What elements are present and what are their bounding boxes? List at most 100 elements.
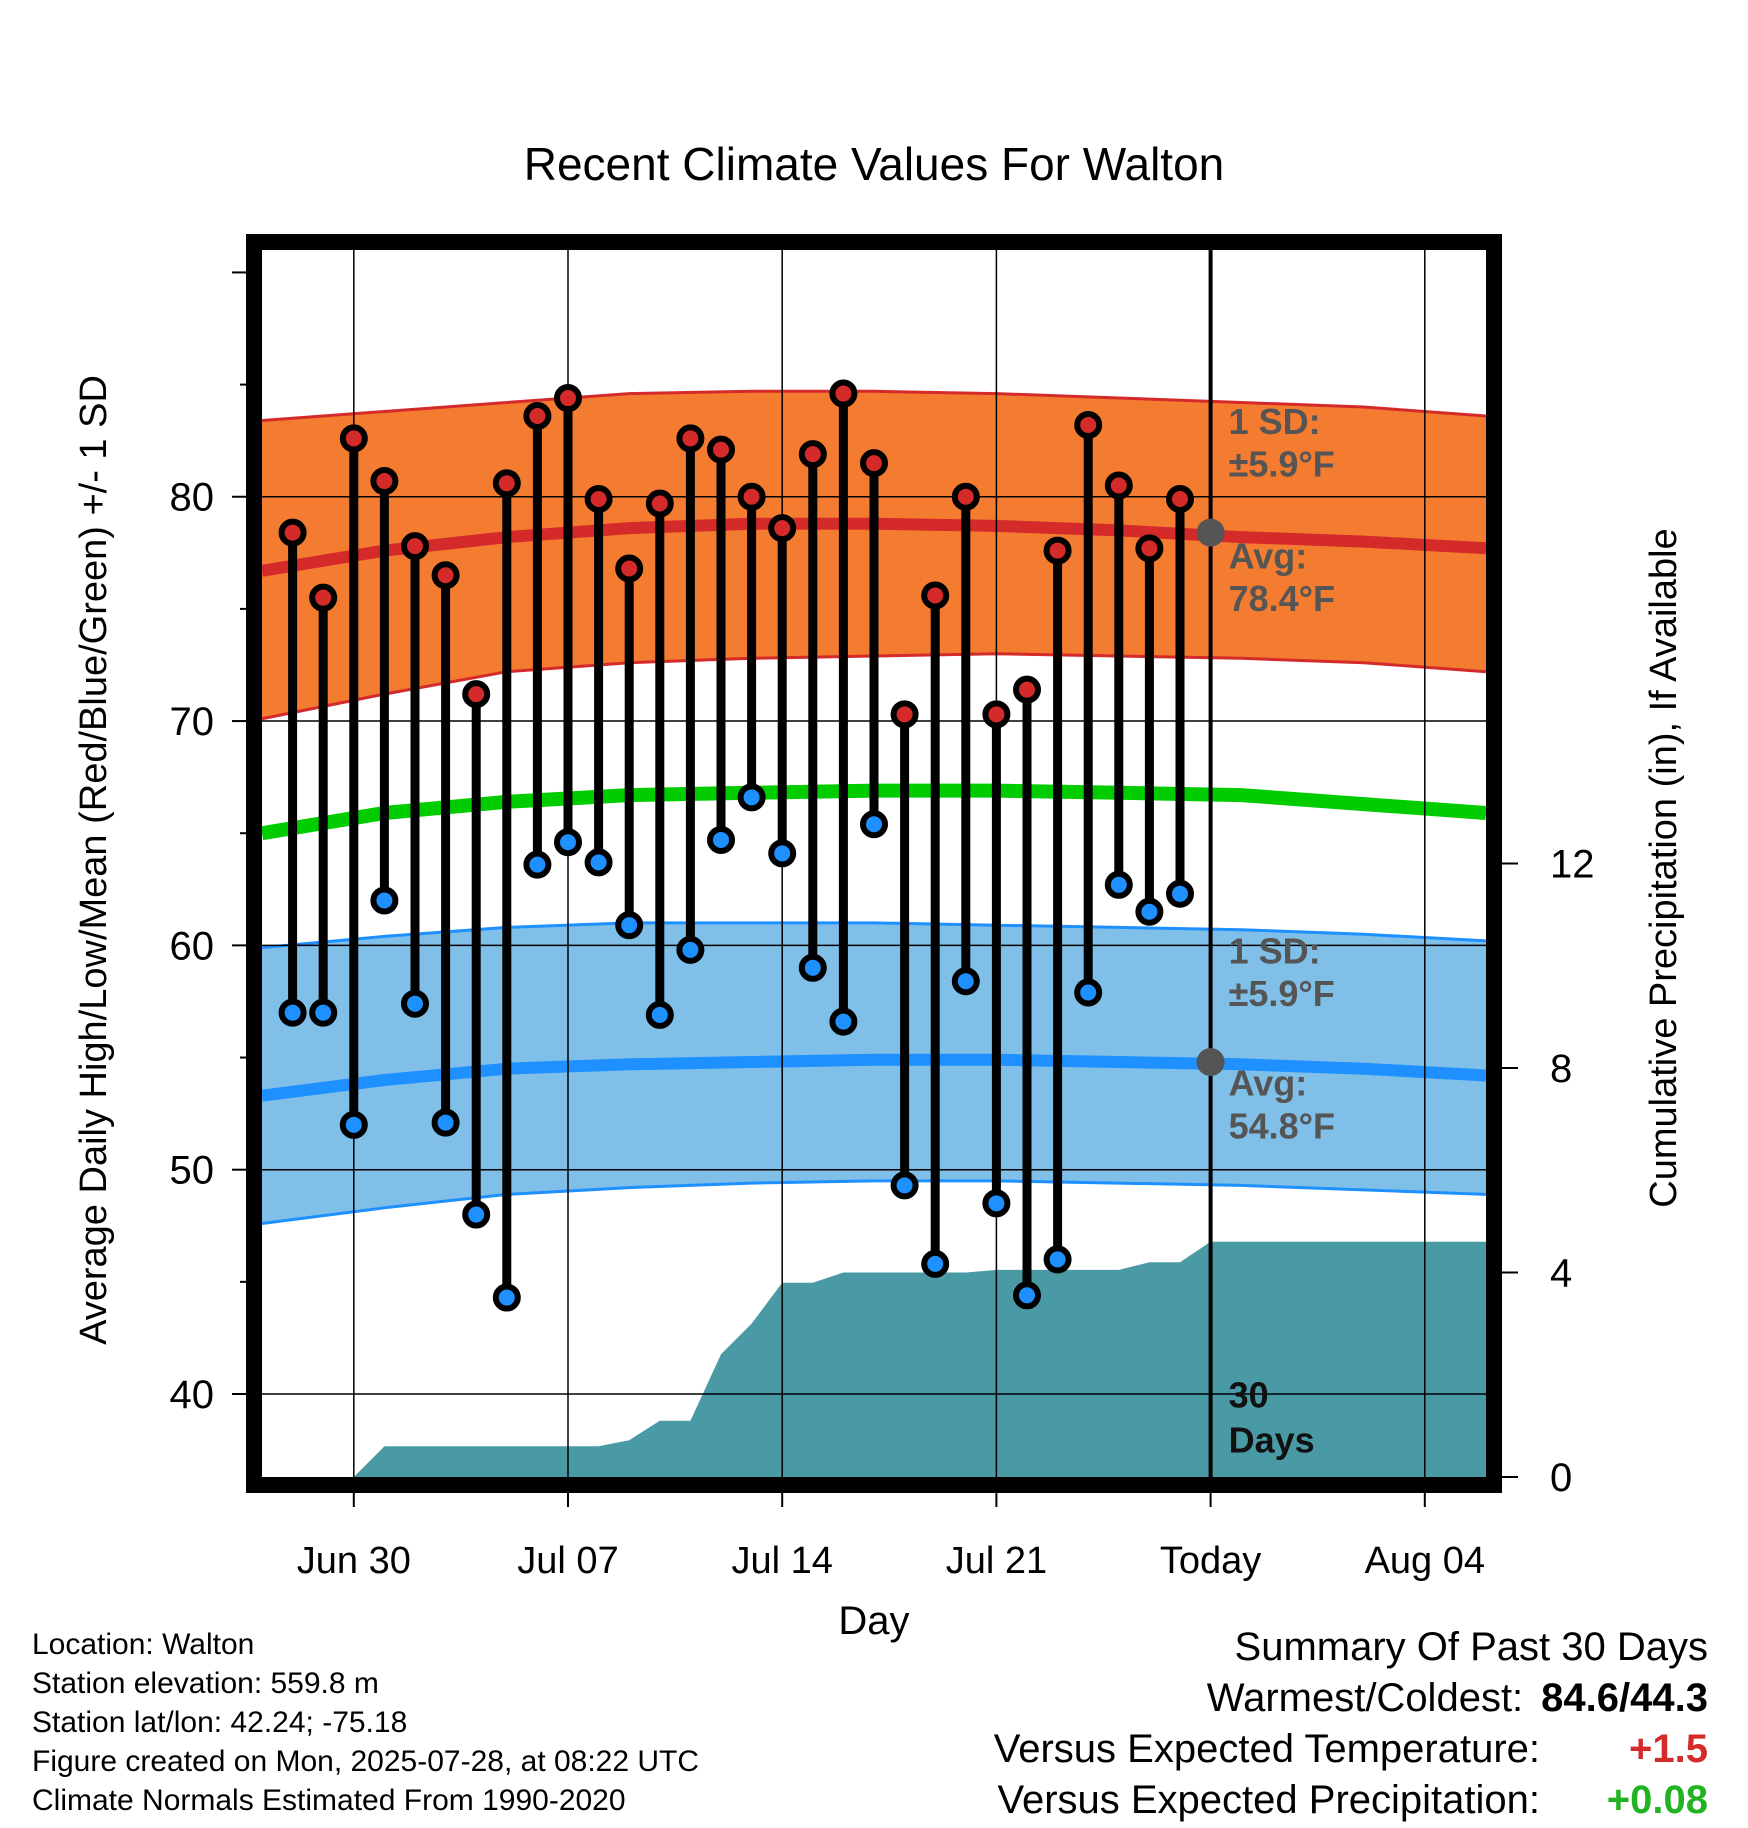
daily-high-point (1166, 484, 1194, 513)
daily-low-point (1074, 978, 1103, 1007)
daily-low-point (431, 1108, 460, 1137)
daily-low-point (798, 953, 827, 982)
daily-low-point (1166, 879, 1194, 908)
daily-high-point (645, 489, 674, 518)
low-normal-line (262, 1053, 1486, 1102)
daily-high-point (798, 440, 827, 469)
y-tick-label: 40 (170, 1373, 215, 1417)
y-tick-label: 50 (170, 1149, 215, 1193)
high-sd-upper-line (262, 389, 1486, 422)
x-tick-label: Jul 14 (731, 1540, 832, 1582)
daily-low-point (982, 1189, 1011, 1218)
daily-low-point (1043, 1245, 1072, 1274)
x-tick-label: Jul 21 (946, 1540, 1047, 1582)
daily-low-point (768, 839, 797, 868)
summary-precip: Versus Expected Precipitation: +0.08 (994, 1775, 1708, 1826)
high-avg-label: Avg: (1229, 536, 1308, 577)
y2-tick-label: 4 (1550, 1252, 1572, 1296)
low-avg-label: Avg: (1229, 1063, 1308, 1104)
y-axis-label: Average Daily High/Low/Mean (Red/Blue/Gr… (73, 375, 115, 1345)
x-axis-label: Day (838, 1599, 909, 1643)
x-tick-label: Today (1160, 1540, 1261, 1582)
daily-low-point (737, 783, 766, 812)
daily-low-point (523, 850, 552, 879)
daily-high-point (584, 484, 613, 513)
normals-text: Climate Normals Estimated From 1990-2020 (32, 1784, 626, 1817)
daily-low-point (584, 848, 613, 877)
daily-high-point (982, 700, 1011, 729)
daily-high-point (1135, 534, 1164, 563)
chart-title: Recent Climate Values For Walton (524, 138, 1225, 190)
daily-low-point (707, 825, 735, 854)
daily-high-point (615, 554, 644, 583)
x-tick-label: Jun 30 (297, 1540, 411, 1582)
daily-high-point (1104, 471, 1133, 500)
daily-low-point (860, 810, 888, 839)
daily-high-point (921, 581, 950, 610)
high-avg-value: 78.4°F (1229, 578, 1335, 619)
daily-low-point (339, 1110, 368, 1139)
days-count-number: 30 (1229, 1374, 1269, 1415)
daily-low-point (462, 1200, 491, 1229)
y2-tick-label: 8 (1550, 1047, 1572, 1091)
daily-low-point (645, 1000, 674, 1029)
daily-high-point (890, 700, 919, 729)
daily-low-point (829, 1007, 858, 1036)
y2-tick-label: 0 (1550, 1456, 1572, 1500)
daily-low-point (309, 998, 338, 1027)
today-high-marker (1196, 518, 1225, 547)
daily-low-point (890, 1171, 919, 1200)
daily-high-point (1013, 675, 1041, 704)
daily-low-point (951, 967, 980, 996)
daily-high-point (523, 401, 552, 430)
latlon-text: Station lat/lon: 42.24; -75.18 (32, 1706, 408, 1739)
precip-value: +0.08 (1606, 1778, 1708, 1822)
daily-high-point (1074, 410, 1103, 439)
daily-low-point (554, 828, 582, 857)
daily-high-point (370, 467, 399, 496)
daily-low-point (1104, 870, 1133, 899)
daily-high-point (860, 449, 888, 478)
created-text: Figure created on Mon, 2025-07-28, at 08… (32, 1745, 700, 1778)
low-sd-upper-line (262, 921, 1486, 950)
low-sd-lower-line (262, 1179, 1486, 1225)
daily-low-point (921, 1249, 950, 1278)
daily-low-point (676, 935, 705, 964)
x-tick-label: Jul 07 (517, 1540, 618, 1582)
low-sd-label: 1 SD: (1229, 930, 1321, 971)
precipitation-area (353, 1241, 1486, 1477)
daily-high-point (676, 424, 705, 453)
station-info: Location: Walton Station elevation: 559.… (32, 1625, 699, 1820)
y2-tick-label: 12 (1550, 843, 1595, 887)
daily-high-point (768, 514, 797, 543)
warm-cold-label: Warmest/Coldest: (1206, 1676, 1524, 1720)
high-sd-label: 1 SD: (1229, 401, 1321, 442)
high-sd-value: ±5.9°F (1229, 444, 1335, 485)
daily-low-point (401, 989, 429, 1018)
summary-warm-cold: Warmest/Coldest: 84.6/44.3 (994, 1673, 1708, 1724)
temp-value: +1.5 (1629, 1727, 1708, 1771)
today-low-marker (1196, 1048, 1225, 1077)
x-tick-label: Aug 04 (1365, 1540, 1485, 1582)
daily-high-point (339, 424, 368, 453)
warm-cold-value: 84.6/44.3 (1541, 1676, 1708, 1720)
daily-high-point (829, 379, 858, 408)
daily-high-point (737, 482, 766, 511)
elevation-text: Station elevation: 559.8 m (32, 1667, 379, 1700)
daily-low-point (615, 911, 644, 940)
daily-high-point (431, 561, 460, 590)
daily-low-point (278, 998, 307, 1027)
daily-high-point (401, 532, 429, 561)
y-tick-label: 80 (170, 476, 215, 520)
summary-temp: Versus Expected Temperature: +1.5 (994, 1724, 1708, 1775)
precip-label: Versus Expected Precipitation: (997, 1778, 1540, 1822)
location-text: Location: Walton (32, 1628, 255, 1661)
daily-low-point (370, 886, 399, 915)
low-avg-value: 54.8°F (1229, 1105, 1335, 1146)
daily-high-point (278, 518, 307, 547)
low-sd-value: ±5.9°F (1229, 973, 1335, 1014)
daily-high-point (554, 384, 582, 413)
